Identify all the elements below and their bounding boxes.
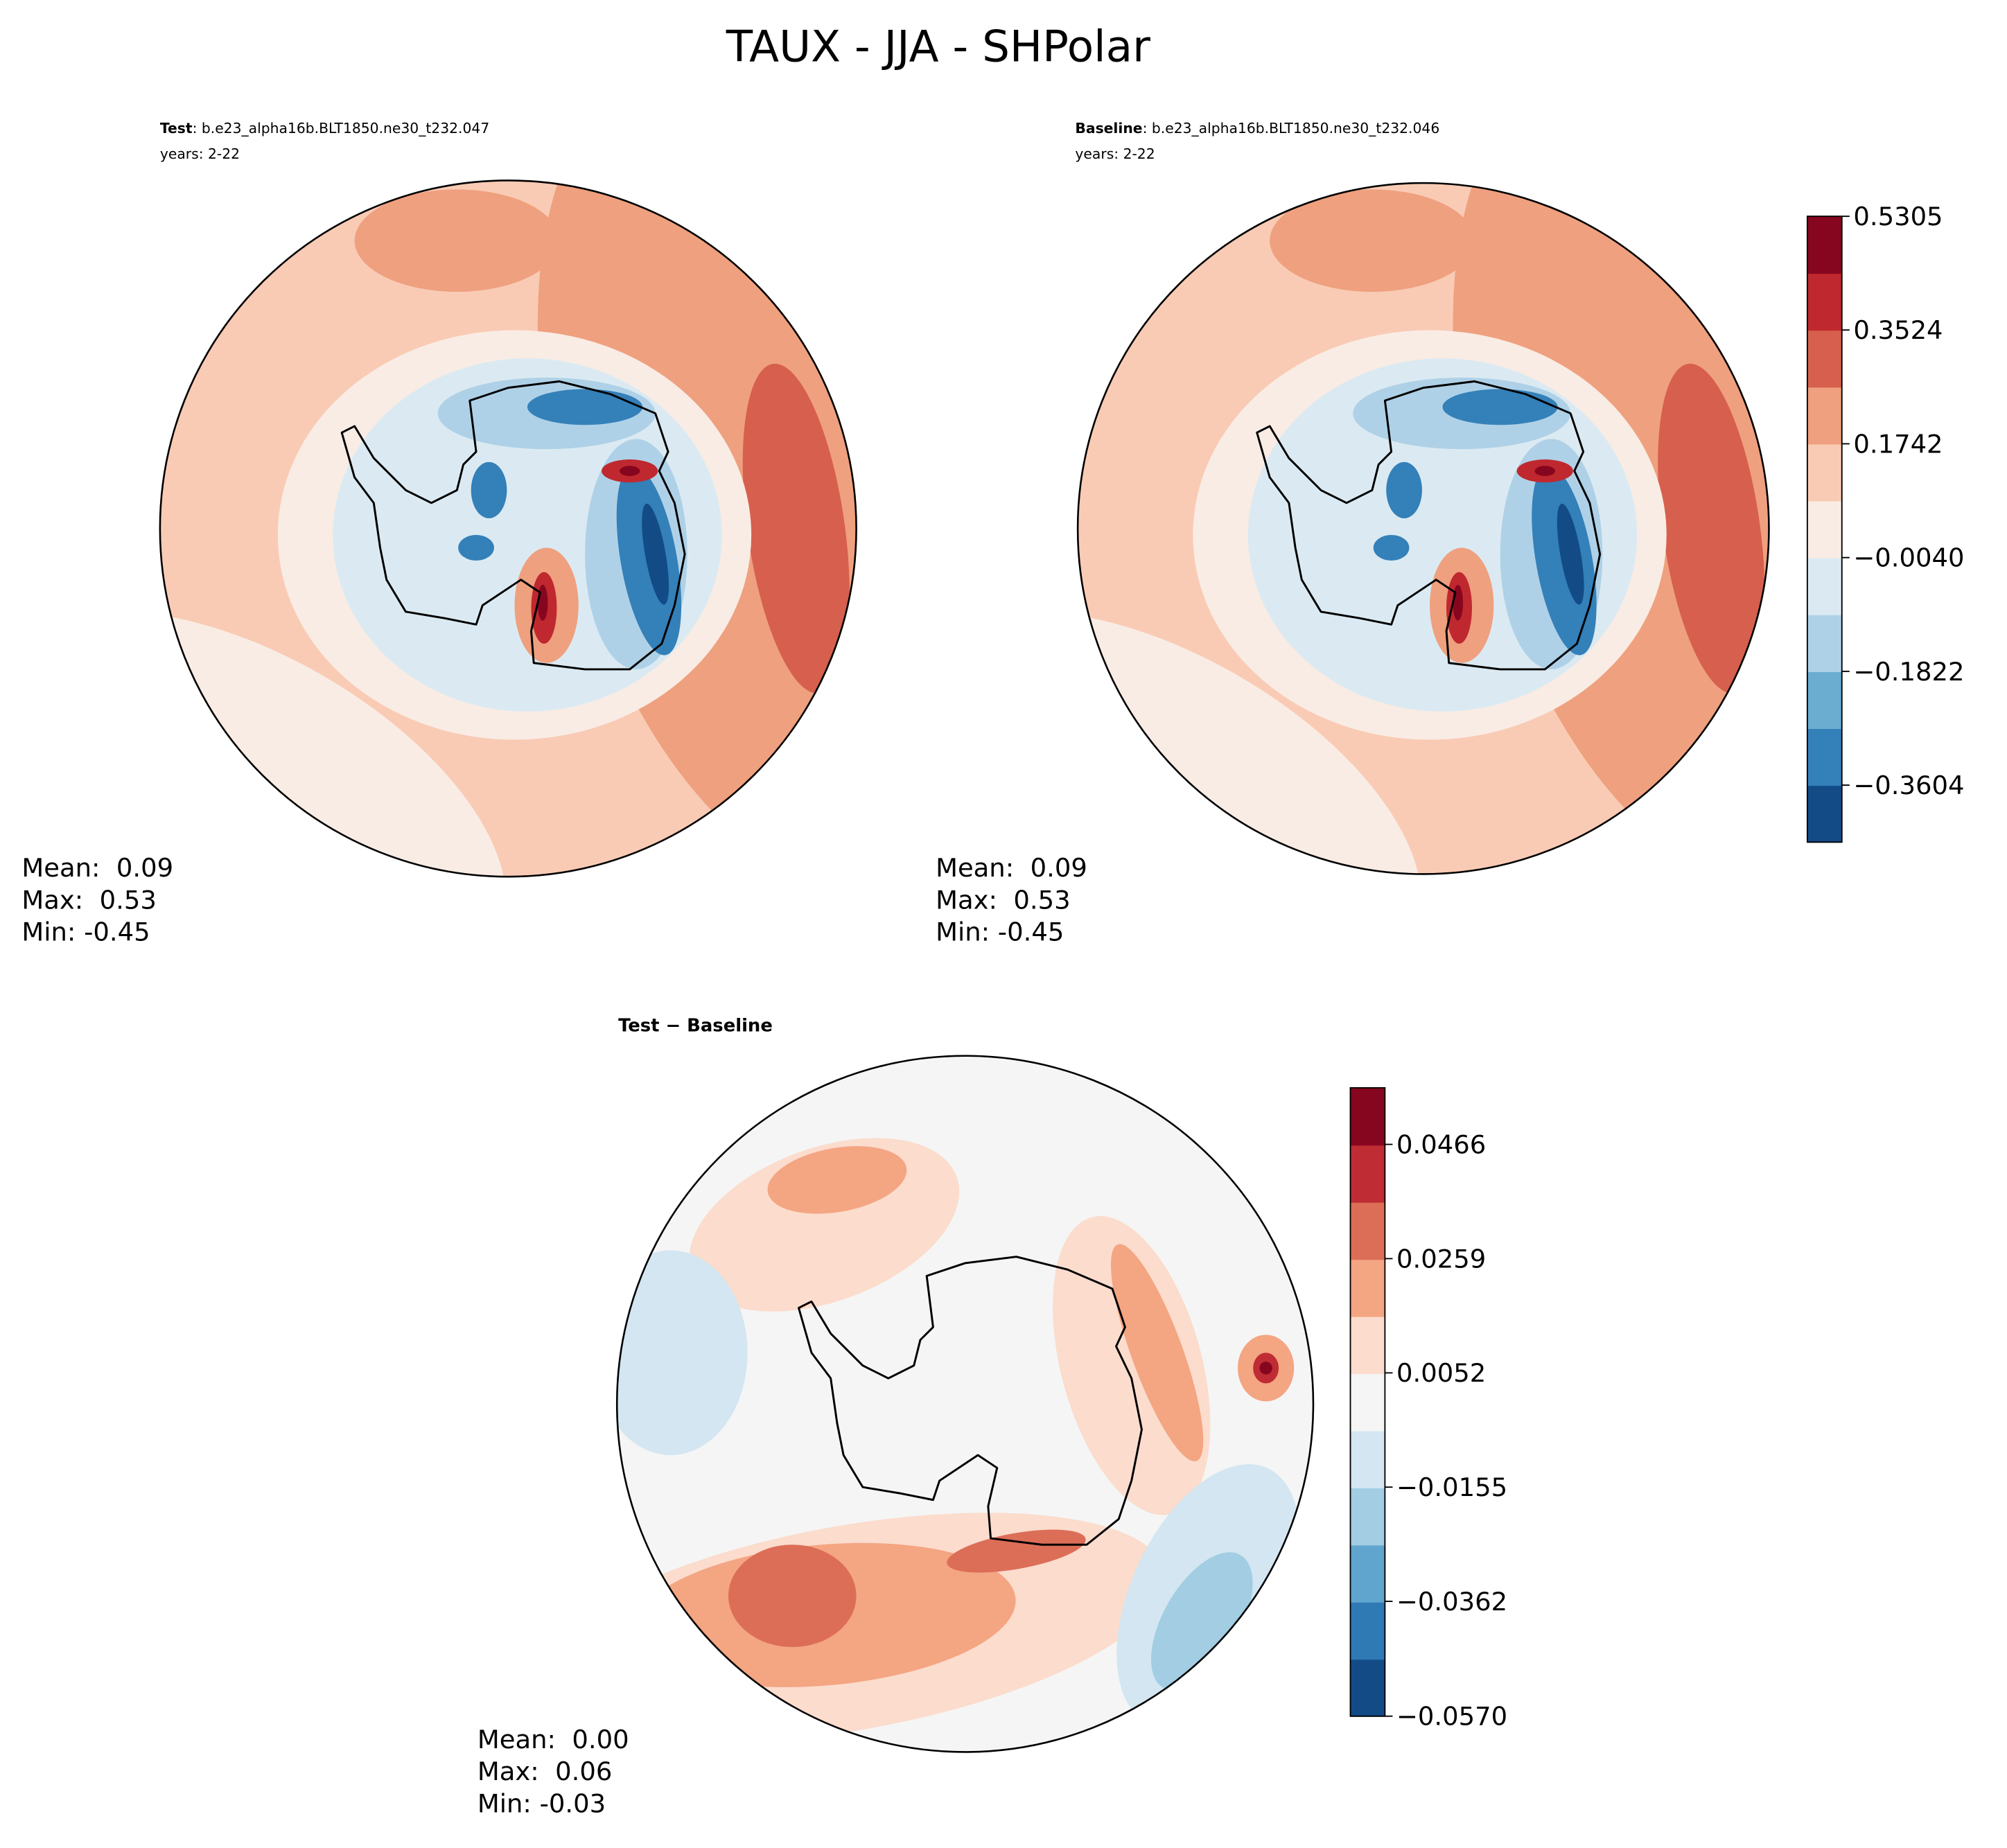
colorbar-level <box>1350 1487 1385 1546</box>
contour-region <box>1442 389 1558 425</box>
panel-case: : b.e23_alpha16b.BLT1850.ne30_t232.047 <box>193 120 490 137</box>
colorbar-level <box>1350 1145 1385 1203</box>
contour-region <box>642 503 669 605</box>
colorbar-level <box>1807 728 1842 786</box>
colorbar-tick-label: −0.0570 <box>1396 1702 1507 1732</box>
colorbar-level <box>1350 1259 1385 1317</box>
map-boundary <box>1076 182 1770 875</box>
colorbar-level <box>1807 671 1842 730</box>
panel-title: Test: b.e23_alpha16b.BLT1850.ne30_t232.0… <box>160 120 489 137</box>
contour-region <box>742 363 850 694</box>
colorbar-level <box>1350 1202 1385 1260</box>
colorbar-level <box>1350 1601 1385 1660</box>
contour-region <box>728 1545 857 1648</box>
contour-region <box>947 1529 1086 1573</box>
colorbar-tick-label: −0.0362 <box>1396 1587 1507 1617</box>
map <box>617 1055 1313 1752</box>
contour-region <box>1270 189 1475 292</box>
colorbar-level <box>1350 1545 1385 1603</box>
colorbar-tick-label: 0.0466 <box>1396 1129 1486 1159</box>
stat: Min: -0.45 <box>936 917 1064 947</box>
stat: Mean: 0.00 <box>477 1725 629 1754</box>
panel-label: Test <box>160 120 193 137</box>
colorbar-level <box>1807 785 1842 843</box>
stat: Min: -0.03 <box>477 1788 606 1818</box>
colorbar-level <box>1350 1087 1385 1146</box>
coastline <box>340 380 686 671</box>
colorbar-tick-label: 0.0259 <box>1396 1244 1486 1274</box>
map-boundary <box>615 1055 1315 1753</box>
contour-region <box>527 389 643 425</box>
coastline <box>798 1256 1143 1546</box>
panel-years: years: 2-22 <box>1075 146 1155 162</box>
colorbar-frame <box>1806 215 1843 843</box>
colorbar-level <box>1807 557 1842 615</box>
colorbar-level <box>1350 1373 1385 1432</box>
colorbar-level <box>1807 216 1842 274</box>
contour-region <box>1453 585 1464 621</box>
colorbar-level <box>1350 1430 1385 1488</box>
contour-region <box>458 535 494 561</box>
panel-title: Test − Baseline <box>618 1016 773 1037</box>
colorbar-level <box>1350 1659 1385 1717</box>
contour-region <box>537 585 548 621</box>
contour-region <box>1276 509 1340 574</box>
colorbar-level <box>1807 614 1842 672</box>
stat: Mean: 0.09 <box>21 853 173 883</box>
stat: Min: -0.45 <box>21 917 150 947</box>
contour-region <box>1111 1244 1204 1461</box>
panel-case: : b.e23_alpha16b.BLT1850.ne30_t232.046 <box>1143 120 1440 137</box>
contour-region <box>1534 466 1556 477</box>
colorbar-tick-label: −0.1822 <box>1853 657 1964 687</box>
colorbar-tick-label: 0.3524 <box>1853 315 1943 345</box>
contour-region <box>360 509 426 574</box>
colorbar-tick-label: 0.5305 <box>1853 202 1943 231</box>
contour-region <box>1053 1216 1211 1515</box>
coastline <box>1256 380 1602 671</box>
colorbar-level <box>1807 273 1842 331</box>
contour-region <box>1557 503 1584 605</box>
colorbar-level <box>1807 387 1842 445</box>
stat: Max: 0.06 <box>477 1757 612 1786</box>
contour-region <box>471 461 507 519</box>
colorbar-frame <box>1349 1086 1386 1717</box>
colorbar-level <box>1807 443 1842 502</box>
colorbar-level <box>1807 500 1842 558</box>
contour-region <box>619 466 640 477</box>
contour-region <box>354 189 560 292</box>
colorbar-tick-label: 0.1742 <box>1853 429 1943 459</box>
colorbar-tick-label: −0.3604 <box>1853 771 1964 800</box>
panel-years: years: 2-22 <box>160 146 240 162</box>
panel-title: Baseline: b.e23_alpha16b.BLT1850.ne30_t2… <box>1075 120 1439 137</box>
colorbar-tick-label: −0.0040 <box>1853 543 1964 573</box>
figure-title: TAUX - JJA - SHPolar <box>726 21 1150 72</box>
map-boundary <box>159 179 857 878</box>
colorbar-tick-label: 0.0052 <box>1396 1358 1486 1388</box>
stat: Max: 0.53 <box>936 885 1070 915</box>
contour-region <box>767 1146 907 1214</box>
contour-region <box>1259 1362 1272 1375</box>
stat: Max: 0.53 <box>21 885 156 915</box>
contour-region <box>1150 1552 1253 1691</box>
contour-region <box>1658 363 1765 694</box>
panel-label: Baseline <box>1075 120 1142 137</box>
colorbar-level <box>1350 1316 1385 1375</box>
contour-region <box>1373 535 1410 561</box>
contour-region <box>1386 461 1422 519</box>
colorbar-level <box>1807 330 1842 388</box>
colorbar-tick-label: −0.0155 <box>1396 1472 1507 1502</box>
stat: Mean: 0.09 <box>936 853 1087 883</box>
